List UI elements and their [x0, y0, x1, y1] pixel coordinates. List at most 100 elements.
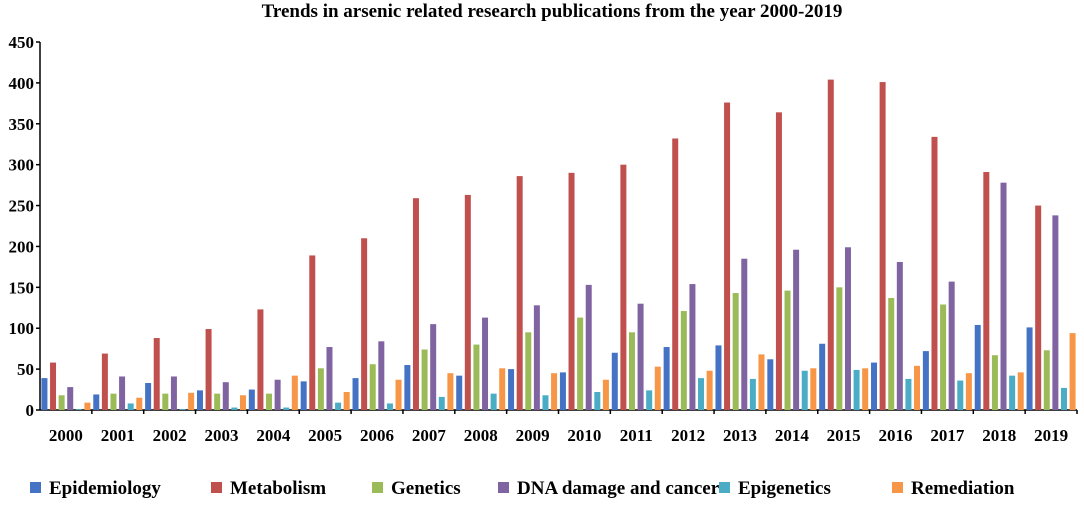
y-tick-label: 50 [17, 360, 34, 379]
bar [231, 407, 238, 410]
bar [974, 324, 981, 410]
bar [239, 395, 246, 410]
bar [1069, 333, 1076, 410]
bar [404, 365, 411, 410]
bar [317, 368, 324, 410]
legend-item: Genetics [372, 478, 461, 499]
bar [499, 368, 506, 410]
x-tick-label: 2004 [256, 426, 291, 445]
bar [698, 378, 705, 410]
bar [41, 378, 48, 410]
x-tick-label: 2012 [671, 426, 705, 445]
series-epidemiology [41, 324, 1033, 410]
bar [758, 354, 765, 410]
bar [326, 347, 333, 410]
bar [1043, 350, 1050, 410]
legend-swatch [30, 482, 41, 493]
bar [58, 395, 65, 410]
bar [430, 324, 437, 410]
legend-swatch [498, 482, 509, 493]
bar [395, 379, 402, 410]
bar [93, 394, 100, 410]
bar [1026, 327, 1033, 410]
bar [646, 390, 653, 410]
legend: Epidemiology Metabolism Genetics DNA damage… [30, 478, 1015, 499]
legend-swatch [372, 482, 383, 493]
y-axis: 0 50 100 150 200 250 300 350 400 450 [9, 33, 41, 420]
bar [67, 387, 74, 410]
bar [689, 284, 696, 410]
bar [983, 172, 990, 410]
bar [819, 343, 826, 410]
legend-label: Epigenetics [738, 478, 831, 499]
chart-title: Trends in arsenic related research publi… [262, 1, 843, 22]
bar [637, 303, 644, 410]
x-tick-label: 2009 [516, 426, 550, 445]
bar [110, 393, 117, 410]
bar [473, 344, 480, 410]
bar [715, 345, 722, 410]
bar [784, 290, 791, 410]
series-dna-damage-and-cancer [67, 182, 1059, 410]
bars [41, 79, 1076, 411]
y-tick-label: 300 [9, 156, 35, 175]
legend-label: Metabolism [230, 478, 326, 499]
legend-label: Epidemiology [49, 478, 161, 499]
legend-swatch [719, 482, 730, 493]
bar [84, 402, 91, 410]
x-tick-label: 2014 [775, 426, 810, 445]
bar [222, 382, 229, 410]
bar [266, 393, 273, 410]
bar [145, 383, 152, 410]
x-tick-label: 2015 [827, 426, 861, 445]
bar [508, 369, 515, 410]
bar [896, 261, 903, 410]
bar [706, 370, 713, 410]
bar [922, 351, 929, 410]
bar [844, 247, 851, 410]
bar [214, 393, 221, 410]
bar [490, 393, 497, 410]
bar [836, 287, 843, 410]
bar [775, 112, 782, 410]
bar [516, 176, 523, 410]
bar [862, 368, 869, 410]
bar [456, 375, 463, 410]
bar [162, 393, 169, 410]
y-tick-label: 450 [9, 33, 35, 52]
series-epigenetics [75, 369, 1067, 410]
x-tick-label: 2000 [49, 426, 83, 445]
bar [153, 338, 160, 410]
x-tick-label: 2016 [879, 426, 913, 445]
bar [188, 392, 195, 410]
bar [482, 317, 489, 410]
bar [119, 376, 126, 410]
bar [386, 403, 393, 410]
series-remediation [84, 333, 1076, 410]
bar [447, 373, 454, 410]
bar [827, 79, 834, 411]
bar [801, 370, 808, 410]
bar [551, 373, 558, 410]
bar [361, 238, 368, 410]
bar [663, 347, 670, 410]
y-tick-label: 250 [9, 197, 35, 216]
bar [940, 304, 947, 410]
bar [335, 402, 342, 410]
bar [1060, 387, 1067, 410]
x-tick-label: 2018 [982, 426, 1016, 445]
bar [136, 397, 143, 410]
bar [170, 376, 177, 410]
bar [879, 82, 886, 411]
bar [810, 368, 817, 410]
bar [283, 407, 290, 410]
y-tick-label: 100 [9, 319, 35, 338]
bar [732, 293, 739, 410]
legend-item: Epidemiology [30, 478, 161, 499]
bar [1000, 182, 1007, 410]
bar [274, 379, 281, 410]
bar [680, 311, 687, 410]
x-tick-label: 2017 [930, 426, 965, 445]
bar [577, 317, 584, 410]
